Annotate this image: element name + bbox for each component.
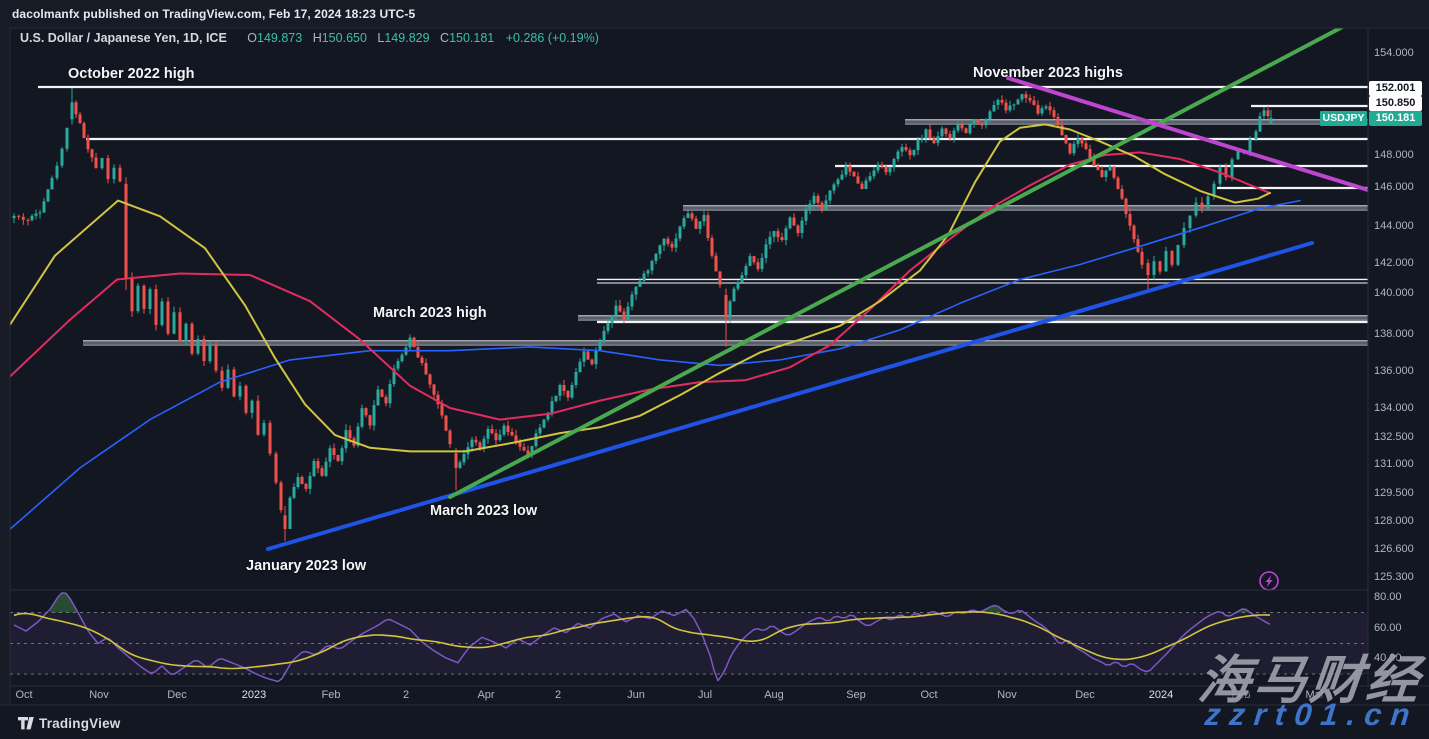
time-tick-label: Jun: [627, 689, 645, 701]
price-tick-label: 134.000: [1374, 401, 1414, 414]
ma-100-line: [10, 151, 1271, 421]
price-tick-label: 126.600: [1374, 542, 1414, 555]
close-label: C: [440, 31, 450, 45]
ma-50-line: [10, 123, 1271, 453]
open-value: 149.873: [257, 31, 303, 45]
time-tick-label: Jul: [697, 689, 713, 701]
time-tick-label: Feb: [1231, 689, 1251, 701]
high-label: H: [312, 31, 322, 45]
time-tick-label: Aug: [764, 689, 784, 701]
close-value: 150.181: [449, 31, 495, 45]
publish-byline: dacolmanfx published on TradingView.com,…: [12, 7, 416, 21]
rsi-tick-label: 60.00: [1374, 621, 1402, 634]
left-margin-strip: [0, 28, 10, 705]
price-tick-label: 129.500: [1374, 486, 1414, 499]
time-tick-label: Nov: [997, 689, 1017, 701]
symbol-ohlc-bar: U.S. Dollar / Japanese Yen, 1D, ICE O149…: [20, 31, 599, 45]
price-tick-label: 128.000: [1374, 514, 1414, 527]
price-tick-label: 136.000: [1374, 364, 1414, 377]
november-2023-resistance: [1006, 76, 1368, 192]
time-tick-label: 2: [554, 689, 562, 701]
symbol-title: U.S. Dollar / Japanese Yen, 1D, ICE: [20, 31, 227, 45]
march-2023-low-support: [448, 28, 1345, 499]
time-tick-label: Oct: [920, 689, 938, 701]
price-tick-label: 146.000: [1374, 180, 1414, 193]
price-tick-label: 132.500: [1374, 430, 1414, 443]
low-label: L: [377, 31, 385, 45]
support-resistance-line: [597, 278, 1368, 284]
price-tick-label: 140.000: [1374, 286, 1414, 299]
time-tick-label: 2023: [241, 689, 267, 701]
time-tick-label: Dec: [167, 689, 187, 701]
chart-annotation: November 2023 highs: [973, 65, 1123, 81]
time-tick-label: 2: [402, 689, 410, 701]
candlestick-series: [12, 88, 1273, 541]
chart-annotation: January 2023 low: [246, 558, 367, 574]
tradingview-logo-icon: [18, 717, 34, 730]
low-value: 149.829: [384, 31, 430, 45]
time-tick-label: Nov: [89, 689, 109, 701]
rsi-ma-line: [13, 611, 1271, 670]
time-tick-label: Oct: [15, 689, 33, 701]
rsi-tick-label: 80.00: [1374, 590, 1402, 603]
price-tick-label: 154.000: [1374, 46, 1414, 59]
price-tick-label: 142.000: [1374, 256, 1414, 269]
time-tick-label: Dec: [1075, 689, 1095, 701]
ma-200-line: [10, 199, 1301, 531]
rsi-overbought-fill: [50, 592, 78, 613]
price-tick-label: 144.000: [1374, 219, 1414, 232]
rsi-pane[interactable]: [10, 592, 1368, 683]
rsi-overbought-fill: [970, 605, 1010, 614]
last-price-tag: 150.181: [1369, 110, 1422, 126]
support-resistance-line: [578, 315, 1368, 321]
symbol-price-badge: USDJPY: [1320, 110, 1367, 126]
time-tick-label: Apr: [477, 689, 495, 701]
watermark-url: zzrt01.cn: [1203, 697, 1421, 732]
chart-annotation: October 2022 high: [68, 66, 195, 82]
price-tick-label: 131.000: [1374, 457, 1414, 470]
price-pane[interactable]: [8, 24, 1368, 551]
price-tick-label: 125.300: [1374, 570, 1414, 583]
chart-annotation: March 2023 high: [373, 305, 487, 321]
change-value: +0.286 (+0.19%): [505, 31, 599, 45]
chart-annotation: March 2023 low: [430, 503, 538, 519]
high-value: 150.650: [321, 31, 367, 45]
tradingview-brand-text: TradingView: [39, 716, 121, 731]
january-2023-low-support: [266, 241, 1314, 551]
price-line-tag: 150.850: [1369, 95, 1422, 111]
open-label: O: [247, 31, 258, 45]
time-tick-label: Sep: [846, 689, 866, 701]
symbol-badge-label: USDJPY: [1322, 112, 1365, 124]
lightning-icon[interactable]: [1259, 571, 1279, 591]
time-tick-label: Feb: [321, 689, 341, 701]
price-tick-label: 148.000: [1374, 148, 1414, 161]
time-tick-label: 2024: [1148, 689, 1174, 701]
rsi-tick-label: 40.00: [1374, 651, 1402, 664]
header-strip: [0, 0, 1429, 28]
price-line-tag: 152.001: [1369, 80, 1422, 96]
time-tick-label: Mar: [1305, 689, 1325, 701]
price-tick-label: 138.000: [1374, 327, 1414, 340]
